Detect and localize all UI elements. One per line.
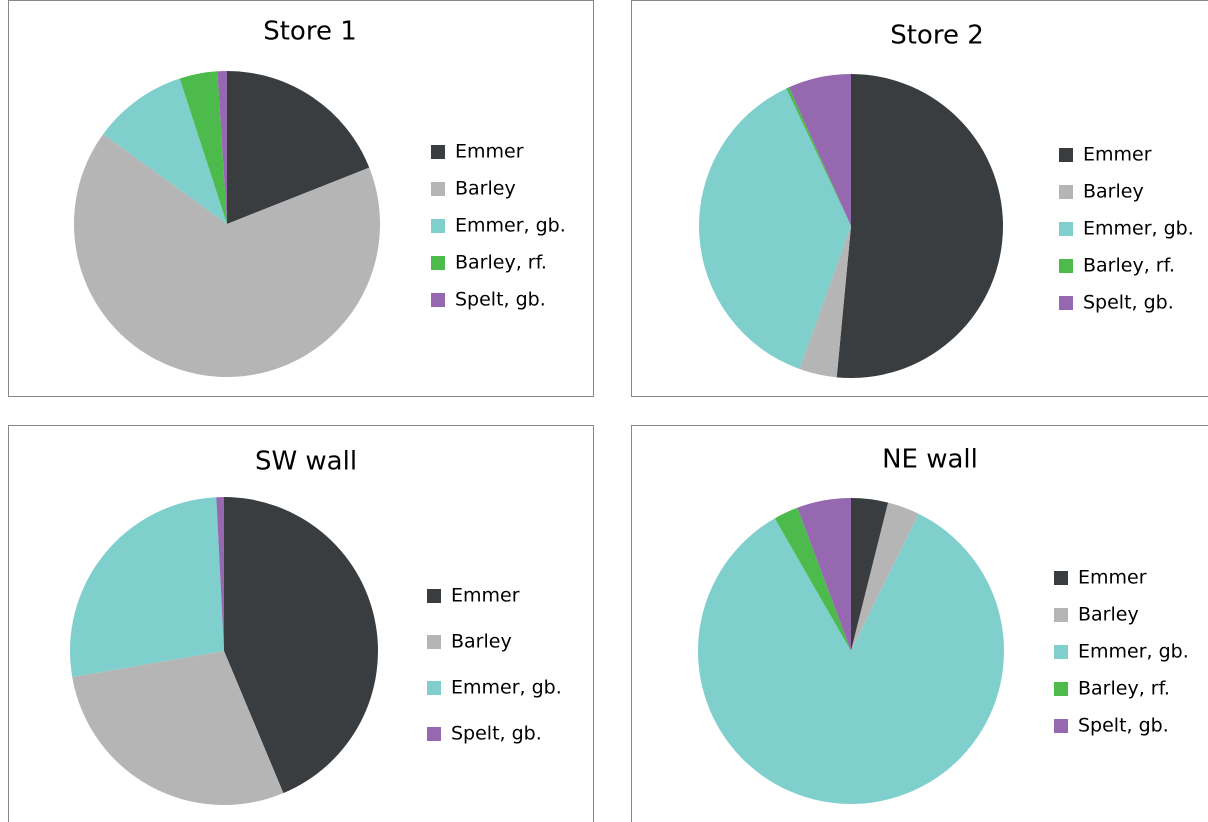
legend-label: Emmer, gb. bbox=[451, 677, 562, 699]
chart-title: Store 2 bbox=[890, 21, 984, 51]
pie-slice bbox=[72, 651, 284, 805]
legend-swatch bbox=[1059, 185, 1073, 199]
pie-slice bbox=[227, 71, 370, 224]
legend-label: Spelt, gb. bbox=[1078, 715, 1169, 737]
legend-swatch bbox=[1054, 682, 1068, 696]
legend-swatch bbox=[1059, 148, 1073, 162]
legend-label: Emmer bbox=[455, 141, 524, 163]
pie-slice bbox=[70, 497, 224, 678]
legend-label: Barley bbox=[455, 178, 516, 200]
pie-slice bbox=[74, 134, 381, 377]
legend-swatch bbox=[1054, 719, 1068, 733]
legend-swatch bbox=[1059, 222, 1073, 236]
legend-label: Barley bbox=[1083, 181, 1144, 203]
pie-slice bbox=[224, 497, 379, 794]
legend-swatch bbox=[1054, 645, 1068, 659]
pie-slice bbox=[851, 502, 919, 651]
legend-swatch bbox=[431, 182, 445, 196]
pie-slice bbox=[217, 71, 227, 224]
legend-swatch bbox=[431, 293, 445, 307]
legend-label: Emmer bbox=[1083, 144, 1152, 166]
legend-label: Barley, rf. bbox=[1078, 678, 1170, 700]
pie-chart: SW wall Emmer Barley Emmer, gb. Spelt, gb. bbox=[8, 425, 594, 822]
pie-chart: NE wall Emmer Barley Emmer, gb. Barley, rf. S… bbox=[631, 425, 1208, 822]
legend-label: Barley, rf. bbox=[1083, 255, 1175, 277]
pie-slice bbox=[799, 226, 851, 378]
legend-label: Emmer bbox=[1078, 567, 1147, 589]
chart-title: NE wall bbox=[882, 445, 978, 475]
pie-slice bbox=[698, 513, 1005, 804]
legend-swatch bbox=[1054, 571, 1068, 585]
legend-swatch bbox=[1059, 296, 1073, 310]
legend-label: Emmer, gb. bbox=[455, 215, 566, 237]
legend-swatch bbox=[427, 635, 441, 649]
pie-slice bbox=[774, 507, 851, 651]
legend-swatch bbox=[431, 256, 445, 270]
pie-slice bbox=[788, 74, 851, 226]
legend-label: Spelt, gb. bbox=[1083, 292, 1174, 314]
chart-title: SW wall bbox=[255, 447, 357, 477]
legend-label: Barley bbox=[1078, 604, 1139, 626]
pie-slice bbox=[103, 78, 227, 225]
legend-label: Barley bbox=[451, 631, 512, 653]
legend-label: Barley, rf. bbox=[455, 252, 547, 274]
pie-slice bbox=[179, 71, 227, 224]
legend-swatch bbox=[1054, 608, 1068, 622]
pie-slice bbox=[216, 497, 224, 651]
pie-chart: Store 1 Emmer Barley Emmer, gb. Barley, rf. S… bbox=[8, 0, 594, 397]
chart-title: Store 1 bbox=[263, 17, 357, 47]
legend-label: Spelt, gb. bbox=[451, 723, 542, 745]
legend-swatch bbox=[1059, 259, 1073, 273]
pie-slice bbox=[797, 498, 851, 651]
legend-label: Emmer, gb. bbox=[1083, 218, 1194, 240]
pie-slice bbox=[786, 87, 851, 227]
legend-swatch bbox=[427, 681, 441, 695]
pie-slice bbox=[699, 88, 851, 370]
legend-swatch bbox=[431, 145, 445, 159]
legend-swatch bbox=[431, 219, 445, 233]
legend-swatch bbox=[427, 727, 441, 741]
legend-label: Spelt, gb. bbox=[455, 289, 546, 311]
legend-swatch bbox=[427, 589, 441, 603]
pie-slice bbox=[851, 498, 889, 651]
pie-slice bbox=[836, 74, 1004, 378]
legend-label: Emmer bbox=[451, 585, 520, 607]
pie-chart: Store 2 Emmer Barley Emmer, gb. Barley, rf. S… bbox=[631, 0, 1208, 397]
legend-label: Emmer, gb. bbox=[1078, 641, 1189, 663]
